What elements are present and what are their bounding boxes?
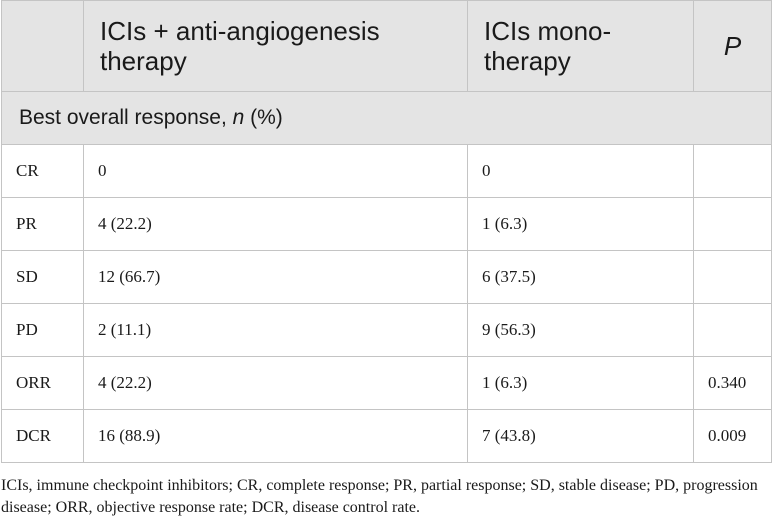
monotherapy-value: 1 (6.3): [467, 356, 694, 410]
table-row-cr: CR 0 0: [1, 144, 772, 198]
row-label: DCR: [1, 409, 84, 463]
monotherapy-value: 9 (56.3): [467, 303, 694, 357]
row-label: ORR: [1, 356, 84, 410]
p-value: [693, 197, 772, 251]
combination-value: 12 (66.7): [83, 250, 468, 304]
row-label: SD: [1, 250, 84, 304]
row-label: PR: [1, 197, 84, 251]
section-heading: Best overall response, n (%): [1, 91, 772, 145]
p-value: [693, 303, 772, 357]
table-row-orr: ORR 4 (22.2) 1 (6.3) 0.340: [1, 356, 772, 410]
results-table: ICIs + anti-angiogenesis therapy ICIs mo…: [1, 0, 772, 463]
combination-value: 4 (22.2): [83, 197, 468, 251]
row-label: PD: [1, 303, 84, 357]
p-value: [693, 250, 772, 304]
header-combination-therapy: ICIs + anti-angiogenesis therapy: [83, 0, 468, 92]
section-unit: (%): [244, 106, 283, 129]
combination-value: 2 (11.1): [83, 303, 468, 357]
table-footnote: ICIs, immune checkpoint inhibitors; CR, …: [1, 477, 758, 516]
p-value: 0.340: [693, 356, 772, 410]
header-monotherapy: ICIs mono-therapy: [467, 0, 694, 92]
combination-value: 0: [83, 144, 468, 198]
header-empty-cell: [1, 0, 84, 92]
header-row: ICIs + anti-angiogenesis therapy ICIs mo…: [1, 0, 772, 92]
monotherapy-value: 7 (43.8): [467, 409, 694, 463]
p-value: 0.009: [693, 409, 772, 463]
table-row-dcr: DCR 16 (88.9) 7 (43.8) 0.009: [1, 409, 772, 463]
combination-value: 16 (88.9): [83, 409, 468, 463]
monotherapy-value: 1 (6.3): [467, 197, 694, 251]
monotherapy-value: 6 (37.5): [467, 250, 694, 304]
table-row-pr: PR 4 (22.2) 1 (6.3): [1, 197, 772, 251]
monotherapy-value: 0: [467, 144, 694, 198]
header-p-value: P: [693, 0, 772, 92]
combination-value: 4 (22.2): [83, 356, 468, 410]
section-label: Best overall response,: [19, 106, 233, 129]
table-row-sd: SD 12 (66.7) 6 (37.5): [1, 250, 772, 304]
section-row: Best overall response, n (%): [1, 91, 772, 145]
section-variable: n: [232, 106, 245, 129]
row-label: CR: [1, 144, 84, 198]
p-value: [693, 144, 772, 198]
table-row-pd: PD 2 (11.1) 9 (56.3): [1, 303, 772, 357]
